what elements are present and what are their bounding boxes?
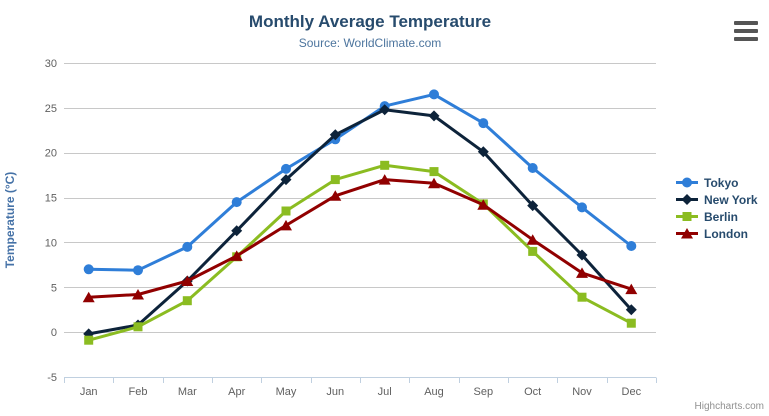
menu-bar [734,37,758,41]
data-point-marker[interactable] [380,160,390,170]
hamburger-menu-icon[interactable] [733,19,759,43]
series-line [87,108,633,336]
data-point-marker[interactable] [133,322,143,332]
data-point-marker[interactable] [681,228,693,239]
series-line [87,163,633,342]
data-point-marker[interactable] [429,89,439,100]
chart-title: Monthly Average Temperature [248,12,492,31]
data-point-marker[interactable] [84,335,94,345]
data-point-marker[interactable] [626,241,637,251]
legend-item-berlin[interactable]: Berlin [676,208,758,225]
data-point-marker[interactable] [576,249,588,261]
data-point-marker[interactable] [83,264,94,275]
legend-label-tokyo: Tokyo [704,175,739,190]
menu-bar [734,29,758,33]
series-line [87,178,633,299]
x-axis-category-label: Feb [129,386,148,398]
legend-series-symbol [676,212,698,221]
x-axis-category-label: Oct [524,386,541,398]
x-axis-category-label: Aug [424,386,444,398]
legend-series-symbol [676,228,698,239]
data-point-marker[interactable] [280,219,292,231]
legend-item-new-york[interactable]: New York [676,191,758,208]
data-point-marker[interactable] [330,175,340,185]
legend: Tokyo New York Berlin London [676,174,758,242]
data-point-marker[interactable] [281,206,291,216]
x-axis-category-label: Jul [378,386,392,398]
y-axis-tick-label: 20 [45,148,57,160]
data-point-marker[interactable] [577,202,587,213]
y-axis-title: Temperature (°C) [3,172,17,269]
data-point-marker[interactable] [182,296,192,306]
data-point-marker[interactable] [329,129,341,141]
y-axis-tick-label: 0 [51,327,57,339]
data-point-marker[interactable] [527,200,539,212]
legend-symbol-berlin [676,210,698,223]
legend-item-tokyo[interactable]: Tokyo [676,174,758,191]
data-point-marker[interactable] [133,265,143,276]
data-point-marker[interactable] [625,283,638,295]
series-london[interactable] [82,174,638,303]
data-point-marker[interactable] [477,199,490,210]
y-axis-tick-label: 25 [45,103,57,115]
menu-bar [734,21,758,25]
series-tokyo[interactable] [83,89,637,276]
data-point-marker[interactable] [682,177,692,188]
data-point-marker[interactable] [379,104,391,116]
legend-series-symbol [676,177,698,188]
legend-item-london[interactable]: London [676,225,758,242]
data-point-marker[interactable] [428,110,440,122]
data-point-marker[interactable] [428,177,440,189]
x-axis-category-label: Nov [572,386,592,398]
y-axis-tick-label: 15 [45,193,57,205]
data-point-marker[interactable] [182,241,193,252]
x-axis-category-label: Dec [622,386,642,398]
x-axis-category-label: Mar [178,386,197,398]
data-point-marker[interactable] [132,289,144,300]
data-point-marker[interactable] [682,212,692,221]
data-point-marker[interactable] [231,197,242,208]
x-axis-category-label: Jun [326,386,344,398]
legend-label-berlin: Berlin [704,209,739,224]
data-point-marker[interactable] [82,291,95,303]
data-point-marker[interactable] [230,250,243,261]
legend-symbol-tokyo [676,176,698,189]
x-axis-category-label: May [276,386,297,398]
data-point-marker[interactable] [281,163,291,174]
data-point-marker[interactable] [378,174,391,185]
data-point-marker[interactable] [626,318,636,328]
legend-series-symbol [676,194,698,205]
x-axis-category-label: Apr [228,386,245,398]
x-axis-category-label: Sep [474,386,494,398]
data-point-marker[interactable] [231,225,243,237]
y-axis-tick-label: 10 [45,237,57,249]
data-point-marker[interactable] [477,146,489,158]
data-point-marker[interactable] [528,246,538,256]
legend-label-new-york: New York [704,192,758,207]
y-axis-tick-label: 30 [45,58,57,70]
legend-symbol-london [676,227,698,240]
y-axis-tick-label: 5 [51,282,57,294]
highcharts-credits-link[interactable]: Highcharts.com [694,401,764,412]
x-axis-category-label: Jan [80,386,98,398]
data-point-marker[interactable] [526,234,539,245]
y-axis-tick-label: -5 [47,372,57,384]
data-point-marker[interactable] [280,174,292,186]
legend-symbol-new-york [676,193,698,206]
data-point-marker[interactable] [429,167,439,177]
data-point-marker[interactable] [478,118,489,129]
data-point-marker[interactable] [181,275,194,287]
legend-label-london: London [704,226,748,241]
data-point-marker[interactable] [527,163,538,173]
series-new-york[interactable] [83,104,637,340]
data-point-marker[interactable] [577,292,587,302]
chart-subtitle: Source: WorldClimate.com [298,36,442,50]
data-point-marker[interactable] [625,304,637,316]
data-point-marker[interactable] [329,190,342,201]
data-point-marker[interactable] [681,194,693,205]
data-point-marker[interactable] [576,267,588,278]
